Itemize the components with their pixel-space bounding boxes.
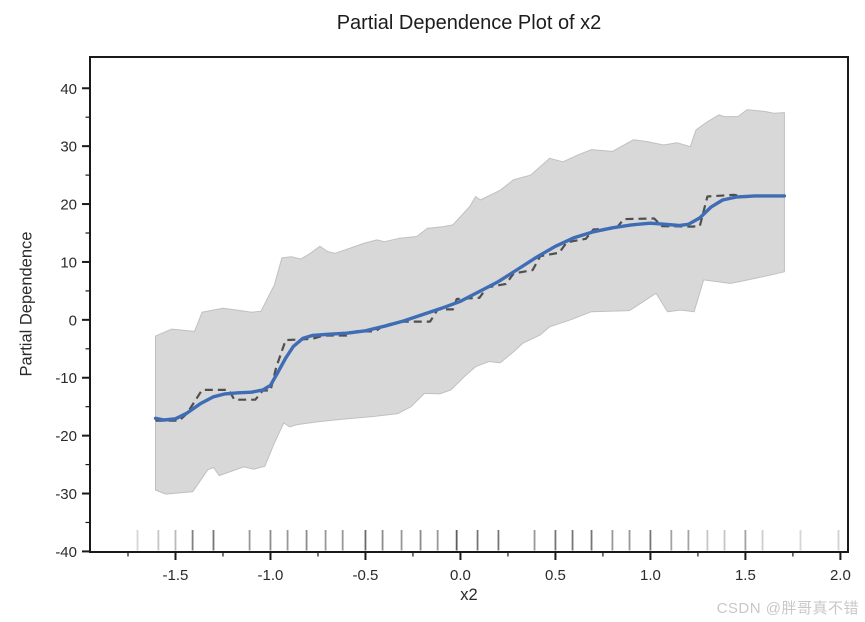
y-tick-label: 40 [60, 81, 77, 98]
y-tick-label: -20 [55, 428, 77, 445]
y-tick-label: 0 [69, 312, 77, 329]
chart-title: Partial Dependence Plot of x2 [336, 12, 602, 34]
x-axis-label: x2 [460, 586, 478, 604]
confidence-band [155, 109, 785, 495]
x-tick-label: 1.0 [640, 567, 661, 584]
x-tick-label: 0.5 [545, 567, 566, 584]
x-tick-label: 2.0 [830, 567, 851, 584]
y-tick-label: 20 [60, 197, 77, 214]
axes-box [89, 56, 849, 553]
pd-smooth-line [153, 194, 787, 422]
y-tick-label: 10 [60, 254, 77, 271]
x-tick-label: 1.5 [735, 567, 756, 584]
y-tick-label: -10 [55, 370, 77, 387]
x-tick-label: -1.0 [258, 567, 284, 584]
y-tick-label: -40 [55, 544, 77, 561]
y-tick-label: 30 [60, 139, 77, 156]
watermark-text: CSDN @胖哥真不错 [716, 600, 859, 617]
y-axis-label: Partial Dependence [17, 231, 36, 377]
x-tick-label: -0.5 [353, 567, 379, 584]
x-tick-label: -1.5 [163, 567, 189, 584]
y-tick-label: -30 [55, 486, 77, 503]
x-tick-label: 0.0 [450, 567, 471, 584]
